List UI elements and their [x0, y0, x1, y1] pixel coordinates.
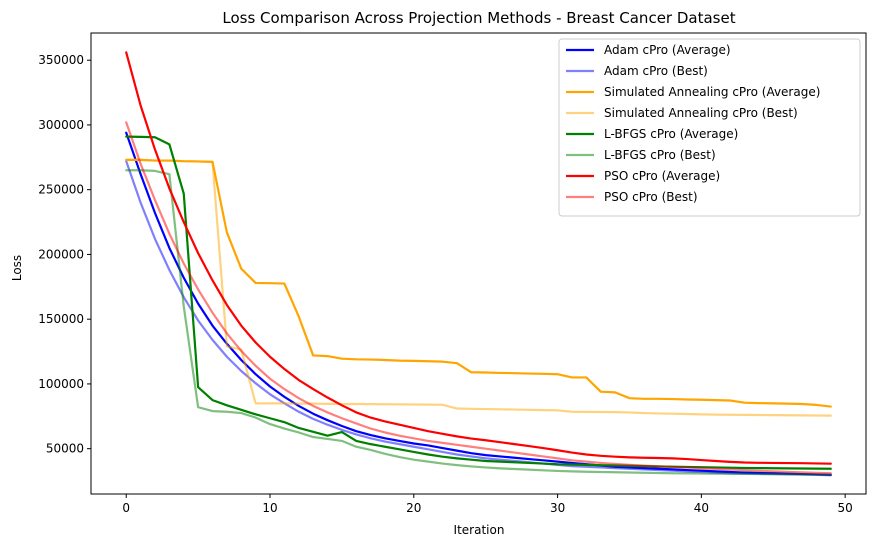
series-line-2: [125, 160, 832, 477]
legend-entry-label: Adam cPro (Average): [604, 43, 731, 57]
legend-entry-label: L-BFGS cPro (Average): [604, 127, 738, 141]
y-tick-label: 50000: [46, 442, 84, 456]
series-line-5: [125, 135, 832, 470]
x-tick-label: 20: [406, 501, 421, 515]
plot-frame: [90, 32, 867, 495]
series-lines: [125, 51, 832, 477]
series-line-3: [125, 158, 832, 408]
legend-box: [558, 38, 861, 217]
y-tick-label: 100000: [38, 377, 84, 391]
x-axis: 0 10 20 30 40 50: [122, 494, 853, 515]
series-line-8: [125, 121, 832, 475]
series-line-7: [125, 51, 832, 465]
legend-entry-label: Adam cPro (Best): [604, 64, 708, 78]
x-tick-label: 30: [550, 501, 565, 515]
legend-entry-label: PSO cPro (Average): [604, 169, 720, 183]
x-tick-label: 0: [122, 501, 130, 515]
x-tick-label: 10: [262, 501, 277, 515]
x-tick-label: 50: [838, 501, 853, 515]
x-tick-label: 40: [694, 501, 709, 515]
y-axis-label: Loss: [10, 255, 24, 281]
x-axis-label: Iteration: [454, 523, 505, 537]
y-axis: 50000 100000 150000 200000 250000 300000 35000…: [38, 53, 91, 456]
legend-entry-label: Simulated Annealing cPro (Best): [604, 106, 798, 120]
series-line-6: [125, 169, 832, 476]
series-line-4: [125, 158, 832, 417]
y-tick-label: 350000: [38, 53, 84, 67]
legend-entry-label: L-BFGS cPro (Best): [604, 148, 716, 162]
y-tick-label: 150000: [38, 312, 84, 326]
y-tick-label: 250000: [38, 183, 84, 197]
y-tick-label: 300000: [38, 118, 84, 132]
chart-title: Loss Comparison Across Projection Method…: [222, 9, 735, 27]
legend-entry-label: Simulated Annealing cPro (Average): [604, 85, 820, 99]
y-tick-label: 200000: [38, 247, 84, 261]
legend: Adam cPro (Average) Adam cPro (Best) Simul…: [558, 38, 861, 217]
legend-entry-label: PSO cPro (Best): [604, 190, 698, 204]
